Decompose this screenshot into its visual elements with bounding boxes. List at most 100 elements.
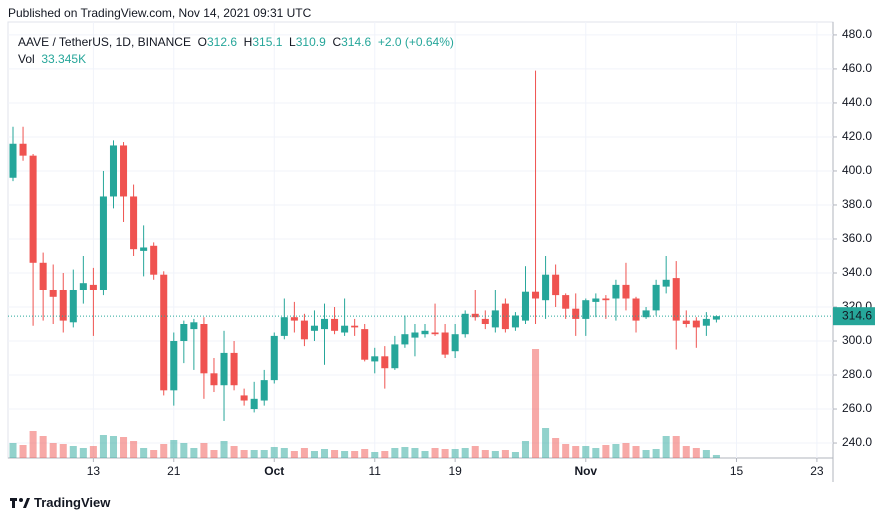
ohlc-value: 312.6: [206, 35, 237, 49]
volume-bar: [592, 448, 600, 458]
change-pct: (+0.64%): [404, 35, 454, 49]
y-tick-label: 420.0: [842, 129, 872, 143]
volume-bar: [140, 448, 148, 458]
y-tick-label: 240.0: [842, 435, 872, 449]
candle-body: [200, 324, 208, 374]
candle-body: [622, 284, 630, 299]
y-tick-label: 340.0: [842, 265, 872, 279]
volume-bar: [9, 443, 17, 458]
volume-bar: [200, 443, 208, 458]
symbol: AAVE / TetherUS, 1D, BINANCE: [18, 35, 191, 49]
candle-body: [130, 196, 138, 250]
volume-bar: [270, 447, 278, 458]
candle-body: [99, 196, 107, 290]
ohlc-letter: L: [289, 35, 296, 49]
last-price-box: [833, 307, 875, 326]
volume-bar: [702, 450, 710, 458]
grid: [8, 22, 833, 458]
candle-body: [491, 310, 499, 328]
volume-bar: [89, 446, 97, 458]
volume-bar: [371, 452, 379, 458]
candle-body: [140, 247, 148, 251]
candle-body: [240, 395, 248, 401]
volume-bar: [622, 443, 630, 458]
candle-body: [471, 313, 479, 318]
candle-body: [230, 352, 238, 386]
last-price-label: 314.6: [842, 308, 872, 322]
volume-bar: [180, 443, 188, 458]
candle-body: [79, 283, 87, 290]
brand: TradingView: [34, 495, 111, 510]
volume-bar: [391, 448, 399, 458]
candle-body: [511, 315, 519, 328]
candle-body: [49, 289, 57, 297]
ohlc-value: 310.9: [295, 35, 326, 49]
candle-body: [160, 274, 168, 391]
candle-body: [391, 344, 399, 369]
candle-body: [69, 289, 77, 323]
volume-bar: [361, 449, 369, 458]
candle-body: [170, 341, 178, 391]
candle-body: [662, 279, 670, 287]
candle-body: [602, 298, 610, 301]
volume-row: Vol 33.345K: [18, 51, 454, 68]
volume-bar: [331, 450, 339, 458]
candle-body: [331, 318, 339, 331]
candle-body: [572, 308, 580, 319]
candle-body: [481, 318, 489, 325]
candle-body: [361, 329, 369, 360]
x-tick-label: Nov: [574, 464, 597, 478]
volume-bar: [532, 349, 540, 458]
volume-bar: [481, 450, 489, 458]
volume-bar: [170, 440, 178, 458]
volume-bar: [672, 436, 680, 458]
legend: AAVE / TetherUS, 1D, BINANCE O312.6 H315…: [18, 34, 454, 68]
x-tick-label: 23: [810, 464, 824, 478]
volume-bar: [542, 428, 550, 458]
volume-bar: [280, 448, 288, 458]
candle-body: [19, 143, 27, 156]
y-tick-label: 460.0: [842, 61, 872, 75]
volume-bar: [49, 443, 57, 458]
volume-bar: [421, 451, 429, 458]
candle-body: [421, 330, 429, 335]
volume-bar: [652, 449, 660, 458]
candle-body: [702, 318, 710, 326]
candle-body: [9, 143, 17, 178]
candle-body: [250, 398, 258, 410]
candle-body: [521, 291, 530, 321]
candle-body: [441, 332, 449, 355]
volume-bar: [712, 454, 720, 458]
volume-name: Vol: [18, 52, 35, 66]
volume-bar: [39, 436, 47, 458]
candle-body: [562, 295, 570, 309]
y-tick-label: 380.0: [842, 197, 872, 211]
candle-body: [180, 324, 188, 342]
candle-body: [692, 320, 700, 328]
volume-bar: [602, 445, 610, 458]
candle-body: [351, 325, 359, 328]
volume-bar: [220, 441, 228, 458]
volume-bar: [109, 436, 118, 458]
candle-body: [682, 320, 690, 325]
volume-bar: [260, 450, 268, 458]
candle-body: [461, 313, 469, 335]
volume-bar: [230, 446, 238, 458]
volume-bar: [59, 444, 67, 458]
volume-bar: [642, 450, 650, 458]
volume-bar: [491, 451, 499, 458]
volume-bar: [341, 451, 349, 458]
candle-body: [89, 284, 97, 290]
candle-body: [290, 317, 298, 321]
volume-bar: [29, 431, 37, 458]
candle-body: [210, 373, 218, 386]
candle-body: [371, 356, 379, 362]
candle-body: [220, 352, 228, 386]
volume-value: 33.345K: [41, 52, 87, 66]
candle-body: [39, 262, 47, 290]
candle-body: [260, 380, 268, 401]
ohlc-letter: H: [243, 35, 253, 49]
x-tick-label: 11: [369, 464, 382, 478]
volume-bar: [99, 435, 107, 458]
